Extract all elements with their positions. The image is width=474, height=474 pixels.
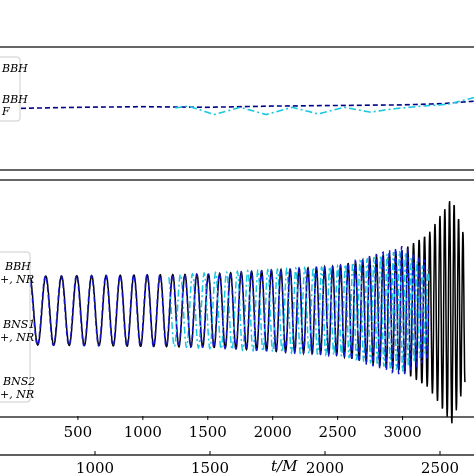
top-series-2 [175, 96, 474, 116]
bottom-legend: BBH +, NR BNS1 +, NR BNS2 +, NR [0, 251, 35, 403]
top-series-layer [13, 96, 474, 116]
bottom-series-2 [168, 250, 430, 372]
top-panel: BBH BBH F [0, 46, 474, 171]
bottom-x-tick-label: 2500 [319, 423, 357, 441]
bottom-x-tick-label: 500 [64, 423, 93, 441]
top-legend-entry-2-line-1: BBH [1, 93, 28, 106]
secondary-x-tick-label: 2000 [306, 459, 344, 474]
bottom-series-3 [12, 246, 430, 375]
top-legend-box [0, 56, 21, 122]
secondary-x-ticks: 1000 1500 2000 2500 [76, 451, 459, 474]
bottom-legend-entry-3-line-2: +, NR [0, 388, 34, 401]
bottom-legend-entry-1-line-1: BBH [4, 260, 31, 273]
bottom-series-layer [12, 201, 466, 424]
secondary-x-tick-label: 2500 [421, 459, 459, 474]
bottom-legend-entry-3-line-1: BNS2 [2, 375, 35, 388]
bottom-x-tick-label: 1500 [189, 423, 227, 441]
secondary-x-tick-label: 1500 [191, 459, 229, 474]
bottom-x-tick-label: 3000 [383, 423, 421, 441]
secondary-x-axis-label: t/M [271, 457, 298, 474]
top-series-1 [13, 100, 474, 110]
secondary-x-tick-label: 1000 [76, 459, 114, 474]
bottom-legend-box [0, 251, 31, 403]
top-legend-entry-1-line-1: BBH [1, 62, 28, 75]
bottom-x-tick-label: 2000 [254, 423, 292, 441]
bottom-x-tick-label: 1000 [124, 423, 162, 441]
top-legend-entry-2-line-2: F [1, 105, 10, 118]
bottom-legend-entry-2-line-2: +, NR [0, 331, 34, 344]
bottom-legend-entry-1-line-2: +, NR [0, 273, 34, 286]
secondary-x-axis: 1000 1500 2000 2500 t/M [0, 451, 474, 474]
bottom-legend-entry-2-line-1: BNS1 [2, 318, 35, 331]
bottom-x-ticks: 500 1000 1500 2000 2500 3000 [64, 416, 422, 441]
bottom-panel: BBH +, NR BNS1 +, NR BNS2 +, NR 500 1000 1… [0, 179, 474, 441]
top-legend: BBH BBH F [0, 56, 28, 122]
